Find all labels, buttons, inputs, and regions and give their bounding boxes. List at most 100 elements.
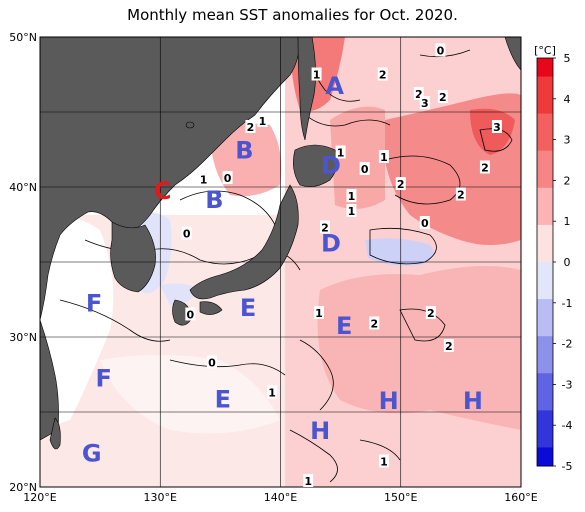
region-label-E3: E — [215, 386, 231, 414]
map-frame — [39, 36, 522, 488]
contour-line — [169, 359, 286, 376]
contour-label: 0 — [208, 357, 216, 370]
colorbar-tick-label: -2 — [562, 338, 573, 351]
contour-label-bg — [425, 306, 436, 319]
contour-label-bg — [479, 160, 490, 174]
contour-label-bg — [359, 162, 370, 175]
region-label-H1: H — [379, 387, 399, 415]
colorbar-band — [537, 336, 553, 356]
land-korea — [110, 221, 156, 293]
lat-tick-label: 50°N — [9, 31, 37, 44]
contour-label: 1 — [304, 475, 312, 488]
contour-label-bg — [206, 355, 217, 369]
anomaly-medium-oyashio — [330, 106, 385, 209]
contour-label: 3 — [493, 121, 501, 134]
lon-tick-label: 120°E — [23, 491, 56, 504]
colorbar-band — [537, 280, 553, 300]
contour-label-bg — [346, 204, 357, 217]
colorbar-tick-label: -1 — [562, 297, 573, 310]
contour-line — [399, 308, 446, 342]
graticule — [40, 37, 521, 487]
colorbar-tick-label: 4 — [564, 93, 571, 106]
lat-tick-label: 40°N — [9, 181, 37, 194]
contour-label: 2 — [439, 91, 447, 104]
contour-label-bg — [369, 316, 380, 330]
contour-label: 1 — [313, 69, 321, 82]
lon-tick-label: 140°E — [264, 491, 297, 504]
land — [40, 37, 521, 450]
colorbar-band — [537, 187, 553, 207]
contour-label-bg — [267, 385, 278, 399]
lon-tick-label: 150°E — [384, 491, 417, 504]
colorbar-band — [537, 132, 553, 152]
colorbar-tick-label: -4 — [562, 419, 573, 432]
contour-line — [179, 190, 276, 226]
colorbar-tick-label: -5 — [562, 460, 573, 473]
region-label-D1: D — [321, 152, 341, 180]
colorbar-band — [537, 317, 553, 337]
region-label-E2: E — [336, 312, 352, 340]
contour-line — [59, 299, 171, 342]
region-label-G: G — [82, 440, 102, 468]
lat-tick-label: 30°N — [9, 331, 37, 344]
contour-label: 2 — [427, 307, 435, 320]
map-title: Monthly mean SST anomalies for Oct. 2020… — [127, 6, 458, 24]
contour-label-bg — [395, 177, 406, 190]
land-kamchatka — [504, 37, 521, 71]
contour-label: 0 — [186, 309, 194, 322]
contour-label-bg — [313, 306, 324, 319]
contour-label: 2 — [397, 178, 405, 191]
region-label-C: C — [154, 177, 172, 205]
contour-line — [299, 109, 391, 127]
colorbar-unit: [°C] — [534, 44, 556, 57]
colorbar-tick-label: 3 — [564, 134, 571, 147]
contour-label-bg — [346, 189, 357, 202]
colorbar-band — [537, 206, 553, 226]
contour-label: 2 — [415, 88, 423, 101]
lat-tick-label: 20°N — [9, 481, 37, 494]
contour-label: 1 — [337, 147, 345, 160]
contour-label-bg — [419, 96, 430, 109]
colorbar-tick-label: -3 — [562, 378, 573, 391]
region-labels: A BB C D D E E E F F G H H H — [82, 72, 483, 468]
contour-label: 3 — [421, 97, 429, 110]
contour-label-bg — [435, 43, 446, 57]
land-east-asia — [40, 37, 301, 321]
contour-label-bg — [319, 220, 330, 234]
region-label-H3: H — [310, 417, 330, 445]
contour-label: 1 — [259, 115, 267, 128]
region-label-A: A — [325, 72, 344, 100]
contour-label-bg — [378, 150, 389, 163]
contour-label-bg — [378, 454, 389, 468]
contour-label: 2 — [481, 162, 489, 175]
contour-label-bg — [303, 474, 314, 487]
colorbar-band — [537, 95, 553, 115]
contour-label-bg — [198, 172, 209, 186]
contour-label-bg — [245, 120, 256, 133]
land-island — [185, 121, 195, 129]
contour-label: 1 — [315, 307, 323, 320]
colorbar-band — [537, 410, 553, 430]
contour-label: 2 — [321, 222, 329, 235]
contour-label: 0 — [224, 172, 232, 185]
contour-label: 0 — [361, 163, 369, 176]
region-label-D2: D — [321, 230, 341, 258]
region-label-B2: B — [205, 186, 223, 214]
region-label-E1: E — [240, 294, 256, 322]
colorbar-tick-label: 0 — [564, 256, 571, 269]
colorbar-tick-label: 2 — [564, 174, 571, 187]
colorbar-band — [537, 354, 553, 374]
colorbar-tick-label: 1 — [564, 215, 571, 228]
colorbar-tick-label: 5 — [564, 52, 571, 65]
colorbar-band — [537, 447, 553, 467]
contour-label: 2 — [457, 189, 465, 202]
axis-labels: 120°E 130°E 140°E 150°E 160°E 50°N 40°N 30°N 20°… — [9, 31, 538, 504]
contour-label-bg — [413, 87, 424, 100]
region-label-F1: F — [86, 290, 102, 318]
colorbar-band — [537, 76, 553, 96]
contour-line — [299, 339, 334, 411]
colorbar-band — [537, 113, 553, 133]
colorbar-band — [537, 391, 553, 411]
contour-label: 2 — [445, 340, 453, 353]
